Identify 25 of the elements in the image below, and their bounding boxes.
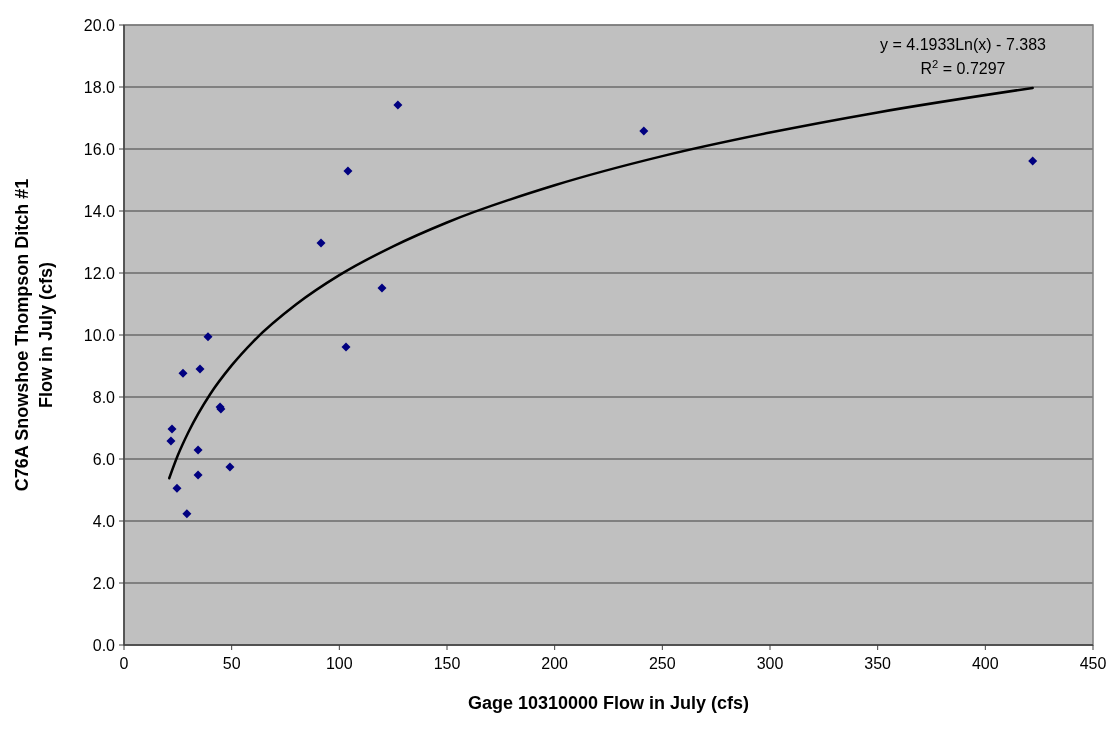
- y-tick-label: 14.0: [83, 202, 116, 220]
- y-tick-label: 10.0: [83, 326, 116, 344]
- x-tick-label: 400: [971, 655, 999, 672]
- x-tick-label: 200: [541, 655, 569, 672]
- x-tick-label: 450: [1079, 655, 1107, 672]
- x-tick-label: 150: [433, 655, 461, 672]
- x-tick-label: 300: [756, 655, 784, 672]
- y-axis-title: C76A Snowshoe Thompson Ditch #1 Flow in July (cfs): [12, 178, 56, 492]
- x-tick-label: 0: [119, 655, 129, 672]
- y-tick-label: 18.0: [83, 78, 116, 96]
- y-tick-label: 20.0: [83, 16, 116, 34]
- x-tick-label: 50: [222, 655, 241, 672]
- x-tick-label: 100: [325, 655, 353, 672]
- y-tick-label: 16.0: [83, 140, 116, 158]
- annotation: R$^{2}$ = 0.7297: [920, 58, 1006, 77]
- y-tick-label: 12.0: [83, 264, 116, 282]
- y-tick-label: 6.0: [92, 450, 116, 468]
- y-tick-label: 4.0: [92, 512, 116, 530]
- x-tick-label: 250: [648, 655, 676, 672]
- x-axis-title: Gage 10310000 Flow in July (cfs): [467, 693, 750, 713]
- y-tick-label: 2.0: [92, 574, 116, 592]
- y-tick-label: 8.0: [92, 388, 116, 406]
- y-tick-label: 0.0: [92, 636, 116, 654]
- annotation: y = 4.1933Ln(x) - 7.383: [880, 36, 1047, 53]
- x-tick-label: 350: [864, 655, 892, 672]
